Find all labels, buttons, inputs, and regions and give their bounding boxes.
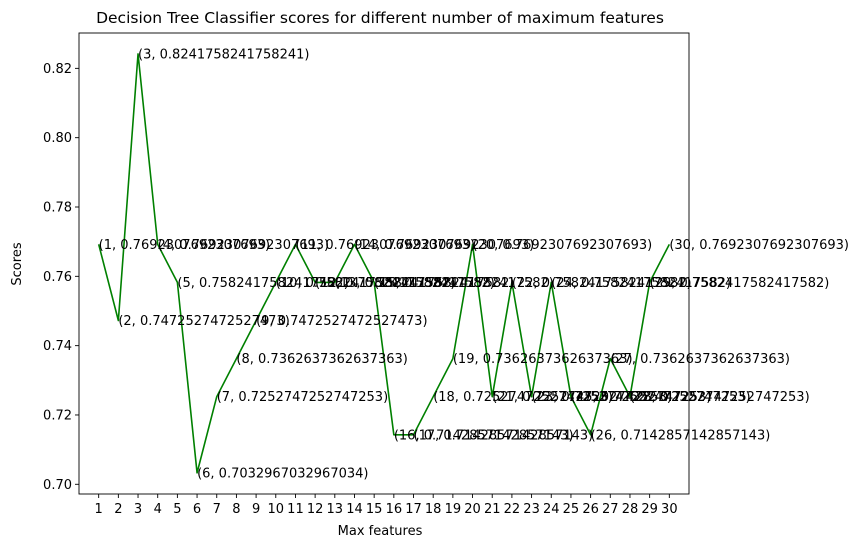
x-tick-label: 11 — [287, 502, 304, 517]
data-label: (4, 0.7692307692307693) — [158, 238, 329, 253]
x-axis: 1 2 3 4 5 6 7 8 9 10 11 12 13 14 15 16 17 18 19 20 21 22 23 24 2… — [95, 494, 678, 517]
data-label: (29, 0.7582417582417582) — [650, 276, 830, 291]
x-tick-label: 25 — [563, 502, 580, 517]
x-tick-label: 21 — [484, 502, 501, 517]
x-tick-label: 30 — [661, 502, 678, 517]
x-tick-label: 13 — [327, 502, 344, 517]
data-label: (10, 0.7582417582417582) — [276, 276, 456, 291]
y-tick-label: 0.80 — [43, 131, 72, 146]
x-tick-label: 2 — [114, 502, 122, 517]
x-tick-label: 7 — [213, 502, 221, 517]
data-label: (28, 0.7252747252747253) — [630, 390, 810, 405]
data-label: (7, 0.7252747252747253) — [217, 390, 388, 405]
data-label: (11, 0.7692307692307693) — [295, 238, 475, 253]
y-tick-label: 0.72 — [43, 408, 72, 423]
x-tick-label: 9 — [252, 502, 260, 517]
x-tick-label: 12 — [307, 502, 324, 517]
data-label: (8, 0.7362637362637363) — [236, 352, 407, 367]
data-label: (14, 0.7692307692307693) — [354, 238, 534, 253]
x-tick-label: 15 — [366, 502, 383, 517]
x-axis-label: Max features — [338, 524, 423, 539]
x-tick-label: 27 — [602, 502, 619, 517]
data-label: (27, 0.7362637362637363) — [610, 352, 790, 367]
x-tick-label: 26 — [582, 502, 599, 517]
data-label: (20, 0.7692307692307693) — [473, 238, 653, 253]
x-tick-label: 5 — [173, 502, 181, 517]
data-label: (26, 0.7142857142857143) — [591, 428, 771, 443]
x-tick-label: 19 — [445, 502, 462, 517]
x-tick-label: 14 — [346, 502, 363, 517]
y-axis-label: Scores — [10, 242, 25, 285]
data-label: (22, 0.7582417582417582) — [512, 276, 692, 291]
y-axis: 0.70 0.72 0.74 0.76 0.78 0.80 0.82 — [43, 62, 79, 493]
y-tick-label: 0.82 — [43, 62, 72, 77]
x-tick-label: 16 — [386, 502, 403, 517]
x-tick-label: 8 — [232, 502, 240, 517]
plot-frame — [78, 32, 690, 495]
x-tick-label: 22 — [504, 502, 521, 517]
data-label: (19, 0.7362637362637363) — [453, 352, 633, 367]
data-labels: (1, 0.7692307692307693) (2, 0.74725274725… — [99, 47, 849, 481]
x-tick-label: 24 — [543, 502, 560, 517]
data-label: (17, 0.7142857142857143) — [414, 428, 594, 443]
y-tick-label: 0.78 — [43, 201, 72, 216]
x-tick-label: 23 — [523, 502, 540, 517]
data-label: (1, 0.7692307692307693) — [99, 238, 270, 253]
x-tick-label: 18 — [425, 502, 442, 517]
x-tick-label: 29 — [641, 502, 658, 517]
data-label: (30, 0.7692307692307693) — [669, 238, 849, 253]
data-label: (16, 0.7142857142857143) — [394, 428, 574, 443]
x-tick-label: 3 — [134, 502, 142, 517]
x-tick-label: 6 — [193, 502, 201, 517]
data-label: (13, 0.7582417582417582) — [335, 276, 515, 291]
data-label: (15, 0.7582417582417582) — [374, 276, 554, 291]
x-tick-label: 4 — [154, 502, 162, 517]
x-tick-label: 17 — [405, 502, 422, 517]
data-label: (24, 0.7582417582417582) — [551, 276, 731, 291]
data-label: (18, 0.7252747252747253) — [433, 390, 613, 405]
y-tick-label: 0.74 — [43, 339, 72, 354]
x-tick-label: 20 — [464, 502, 481, 517]
y-tick-label: 0.70 — [43, 478, 72, 493]
data-label: (3, 0.8241758241758241) — [138, 47, 309, 62]
x-tick-label: 28 — [622, 502, 639, 517]
data-label: (21, 0.7252747252747253) — [492, 390, 672, 405]
chart-title: Decision Tree Classifier scores for diff… — [96, 9, 664, 27]
data-label: (5, 0.7582417582417582) — [177, 276, 348, 291]
x-tick-label: 1 — [95, 502, 103, 517]
data-label: (6, 0.7032967032967034) — [197, 466, 368, 481]
data-label: (25, 0.7252747252747253) — [571, 390, 751, 405]
data-label: (2, 0.7472527472527473) — [118, 314, 289, 329]
series-line — [97, 53, 671, 474]
data-label: (12, 0.7582417582417582) — [315, 276, 495, 291]
x-tick-label: 10 — [268, 502, 285, 517]
y-tick-label: 0.76 — [43, 270, 72, 285]
data-label: (23, 0.7252747252747253) — [532, 390, 712, 405]
data-label: (9, 0.7472527472527473) — [256, 314, 427, 329]
